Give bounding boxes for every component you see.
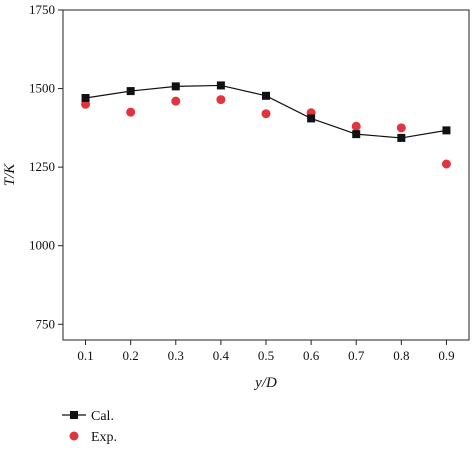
x-tick-label: 0.1 xyxy=(77,348,93,363)
legend: Cal. Exp. xyxy=(62,409,117,445)
y-tick-label: 1750 xyxy=(29,2,55,17)
x-tick-label: 0.5 xyxy=(258,348,274,363)
cal-point xyxy=(171,82,180,91)
cal-point xyxy=(81,94,90,102)
legend-exp-swatch xyxy=(69,431,79,441)
cal-point xyxy=(262,91,270,100)
exp-point xyxy=(216,95,226,105)
legend-cal-marker xyxy=(70,411,78,419)
y-tick-label: 1500 xyxy=(29,81,55,96)
exp-point xyxy=(396,123,406,133)
exp-point xyxy=(171,96,181,106)
y-axis-title: T/K xyxy=(2,163,18,187)
exp-point xyxy=(126,107,136,117)
x-axis-ticks: 0.1 0.2 0.3 0.4 0.5 0.6 0.7 0.8 0.9 xyxy=(77,340,455,363)
exp-point xyxy=(261,109,271,119)
x-tick-label: 0.4 xyxy=(213,348,230,363)
cal-point xyxy=(442,126,451,135)
series-layer xyxy=(81,81,451,169)
legend-exp-marker xyxy=(69,431,79,441)
cal-point xyxy=(352,130,361,139)
cal-point xyxy=(126,87,135,96)
cal-point xyxy=(307,114,316,123)
plot-frame xyxy=(62,9,470,341)
x-tick-label: 0.9 xyxy=(438,348,454,363)
cal-point xyxy=(397,133,406,142)
legend-cal-swatch xyxy=(62,411,86,419)
exp-point xyxy=(441,159,451,169)
x-tick-label: 0.6 xyxy=(303,348,320,363)
exp-point xyxy=(81,99,91,109)
y-tick-label: 1000 xyxy=(29,238,55,253)
legend-cal-label: Cal. xyxy=(91,409,114,424)
legend-exp-label: Exp. xyxy=(91,430,117,445)
y-axis-ticks: 750 1000 1250 1500 1750 xyxy=(29,2,63,331)
y-tick-label: 1250 xyxy=(29,159,55,174)
cal-point xyxy=(216,81,225,90)
x-tick-label: 0.3 xyxy=(168,348,184,363)
exp-point xyxy=(351,121,361,131)
x-tick-label: 0.2 xyxy=(123,348,139,363)
x-tick-label: 0.7 xyxy=(348,348,365,363)
x-tick-label: 0.8 xyxy=(393,348,409,363)
x-axis-title: y/D xyxy=(253,375,277,391)
y-tick-label: 750 xyxy=(36,316,56,331)
